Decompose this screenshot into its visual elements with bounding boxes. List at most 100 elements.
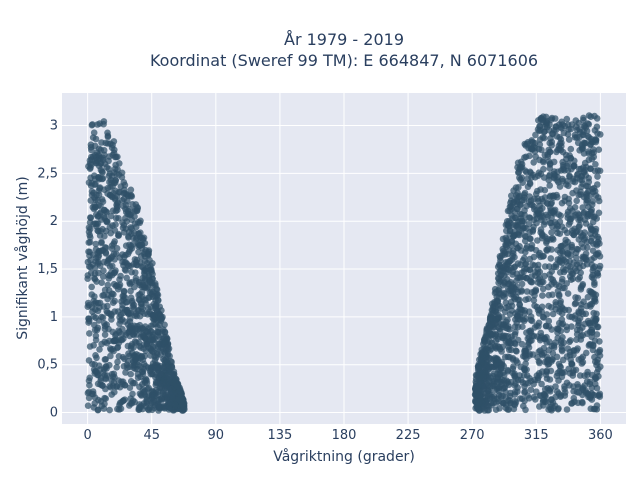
data-point — [118, 173, 126, 181]
data-point — [94, 227, 101, 234]
data-point — [594, 181, 601, 188]
data-point — [571, 315, 579, 322]
data-point — [577, 165, 585, 173]
data-point — [519, 223, 526, 230]
data-point — [135, 248, 142, 256]
data-point — [591, 187, 599, 195]
data-point — [115, 339, 122, 347]
data-point — [146, 338, 154, 346]
data-point — [547, 255, 555, 262]
data-point — [540, 344, 548, 352]
data-point — [540, 165, 547, 173]
data-point — [133, 256, 141, 264]
data-point — [513, 270, 520, 278]
data-point — [95, 260, 102, 267]
data-point — [98, 238, 105, 246]
data-point — [156, 403, 163, 411]
data-point — [574, 246, 582, 253]
data-point — [98, 279, 105, 287]
data-point — [550, 263, 558, 271]
data-point — [92, 314, 99, 322]
data-point — [553, 388, 561, 395]
data-point — [582, 250, 590, 257]
data-point — [109, 183, 116, 190]
data-point — [517, 210, 524, 218]
data-point — [580, 116, 587, 124]
data-point — [568, 360, 575, 368]
data-point — [511, 382, 519, 389]
data-point — [541, 263, 549, 270]
data-point — [523, 202, 530, 210]
data-point — [588, 206, 595, 214]
data-point — [91, 275, 99, 283]
chart-title-line2: Koordinat (Sweref 99 TM): E 664847, N 60… — [150, 51, 538, 70]
data-point — [131, 398, 138, 406]
data-point — [501, 294, 508, 301]
data-point — [560, 339, 567, 347]
data-point — [597, 131, 604, 138]
data-point — [558, 310, 566, 317]
data-point — [580, 298, 587, 306]
data-point — [119, 353, 127, 361]
x-tick-label: 0 — [83, 428, 91, 443]
data-point — [121, 382, 129, 389]
data-point — [125, 234, 132, 241]
data-point — [476, 392, 483, 399]
data-point — [86, 381, 93, 389]
data-point — [571, 300, 579, 308]
data-point — [561, 385, 568, 393]
y-tick-label: 1 — [50, 310, 58, 325]
data-point — [535, 169, 543, 176]
data-point — [526, 266, 534, 273]
data-point — [513, 283, 520, 291]
data-point — [138, 288, 146, 296]
y-tick-label: 3 — [50, 119, 58, 134]
data-point — [570, 162, 578, 170]
data-point — [109, 151, 116, 159]
data-point — [133, 354, 140, 361]
data-point — [592, 225, 600, 233]
data-point — [588, 273, 596, 281]
data-point — [126, 384, 134, 392]
data-point — [488, 321, 495, 329]
data-point — [483, 345, 490, 353]
y-tick-label: 1,5 — [37, 262, 58, 277]
data-point — [96, 346, 103, 353]
data-point — [88, 304, 96, 311]
data-point — [557, 298, 564, 305]
data-point — [559, 369, 566, 377]
data-point — [165, 378, 173, 386]
data-point — [154, 323, 161, 331]
data-point — [149, 260, 156, 267]
data-point — [87, 174, 94, 182]
data-point — [499, 314, 506, 321]
data-point — [528, 278, 536, 286]
data-point — [488, 315, 496, 322]
data-point — [594, 238, 602, 246]
data-point — [90, 297, 97, 305]
data-point — [162, 355, 170, 363]
data-point — [86, 330, 93, 337]
data-point — [546, 271, 553, 278]
data-point — [99, 273, 107, 280]
data-point — [538, 380, 545, 388]
data-point — [92, 246, 100, 253]
data-point — [110, 169, 117, 176]
data-point — [142, 296, 149, 304]
data-point — [141, 334, 148, 341]
data-point — [566, 370, 574, 377]
data-point — [106, 406, 113, 414]
data-point — [102, 356, 109, 363]
data-point — [90, 129, 98, 136]
data-point — [102, 374, 110, 382]
chart-title-line1: År 1979 - 2019 — [284, 30, 404, 49]
data-point — [131, 207, 139, 215]
data-point — [549, 350, 557, 357]
data-point — [101, 206, 108, 214]
data-point — [577, 332, 585, 340]
data-point — [514, 288, 522, 296]
data-point — [558, 316, 566, 323]
data-point — [516, 395, 524, 402]
data-point — [593, 123, 601, 131]
data-point — [570, 394, 578, 402]
